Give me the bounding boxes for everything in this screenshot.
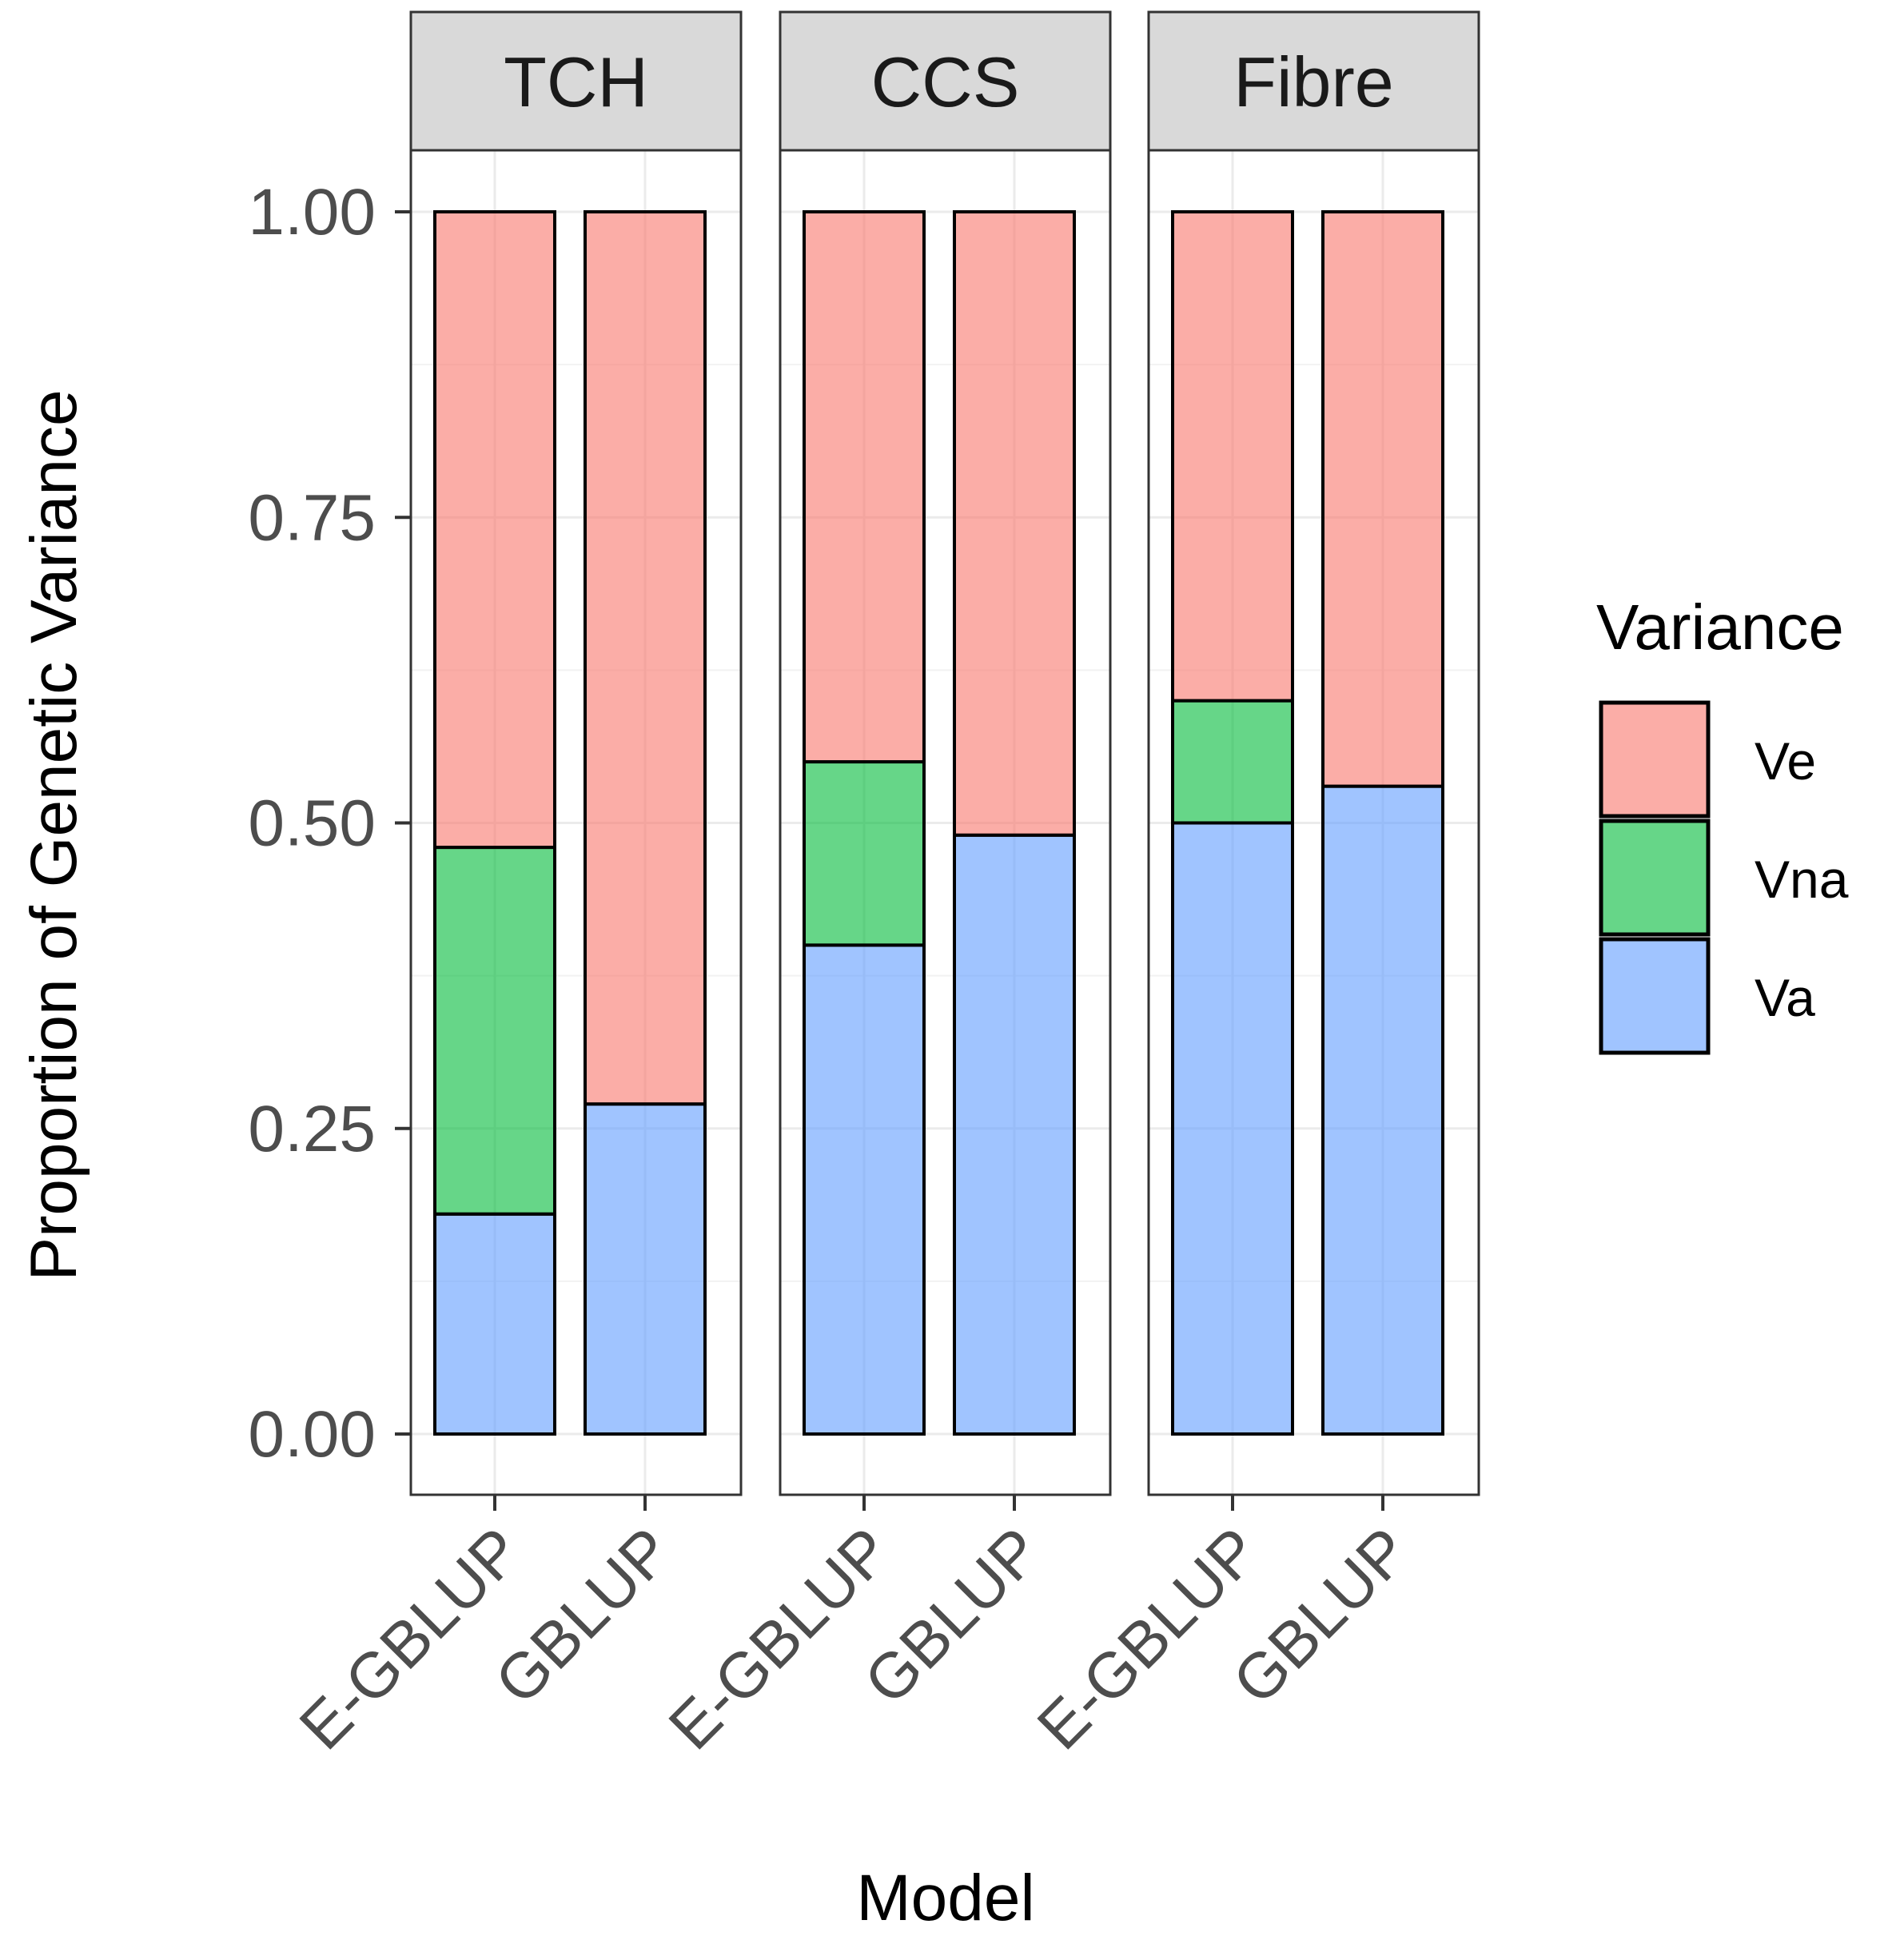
- x-axis-title: Model: [856, 1862, 1034, 1934]
- bar-segment-va: [803, 943, 926, 1436]
- facets-group: TCHE-GBLUPGBLUPCCSE-GBLUPGBLUPFibreE-GBL…: [286, 10, 1480, 1763]
- legend-key-swatch: [1599, 700, 1711, 819]
- legend-item-va: Va: [1599, 937, 1815, 1055]
- bar-segment-vna: [803, 760, 926, 947]
- legend-key-swatch: [1599, 937, 1711, 1055]
- bar-ccs-gblup: [953, 210, 1076, 1436]
- y-tick-label: 0.00: [248, 1398, 376, 1471]
- y-tick-label: 1.00: [248, 176, 376, 249]
- bar-segment-ve: [584, 210, 707, 1106]
- x-tick-label: E-GBLUP: [1024, 1514, 1273, 1763]
- facet-strip-label: Fibre: [1233, 42, 1394, 121]
- legend-key-swatch: [1599, 819, 1711, 937]
- bar-segment-vna: [433, 846, 556, 1216]
- facet-strip-label: CCS: [871, 42, 1020, 121]
- legend-label: Ve: [1755, 731, 1816, 791]
- bar-ccs-e-gblup: [803, 210, 926, 1436]
- bar-segment-va: [584, 1102, 707, 1436]
- legend-label: Vna: [1755, 850, 1849, 909]
- y-axis: 0.00 0.25 0.50 0.75 1.00: [248, 176, 411, 1471]
- bar-segment-va: [953, 833, 1076, 1436]
- y-axis-title: Proportion of Genetic Variance: [18, 389, 90, 1281]
- legend: Variance Ve Vna Va: [1596, 592, 1849, 1055]
- facet-strip: [1147, 10, 1480, 152]
- bar-fibre-e-gblup: [1171, 210, 1294, 1436]
- bar-segment-va: [433, 1212, 556, 1436]
- bar-segment-ve: [433, 210, 556, 850]
- bar-fibre-gblup: [1321, 210, 1444, 1436]
- facet-strip: [409, 10, 743, 152]
- bar-segment-ve: [1171, 210, 1294, 703]
- bar-segment-va: [1171, 821, 1294, 1436]
- facet-strip-label: TCH: [504, 42, 648, 121]
- x-tick-label: E-GBLUP: [655, 1514, 904, 1763]
- bar-tch-gblup: [584, 210, 707, 1436]
- facet-strip: [779, 10, 1112, 152]
- bar-segment-ve: [803, 210, 926, 764]
- legend-item-vna: Vna: [1599, 819, 1849, 937]
- y-tick-label: 0.25: [248, 1093, 376, 1165]
- bar-segment-ve: [1321, 210, 1444, 788]
- legend-item-ve: Ve: [1599, 700, 1816, 819]
- y-tick-label: 0.75: [248, 481, 376, 554]
- legend-title: Variance: [1596, 592, 1844, 663]
- y-tick-label: 0.50: [248, 787, 376, 860]
- bar-segment-va: [1321, 784, 1444, 1436]
- bar-segment-ve: [953, 210, 1076, 837]
- legend-label: Va: [1755, 968, 1815, 1027]
- bar-tch-e-gblup: [433, 210, 556, 1436]
- x-tick-label: E-GBLUP: [286, 1514, 535, 1763]
- bar-segment-vna: [1171, 699, 1294, 825]
